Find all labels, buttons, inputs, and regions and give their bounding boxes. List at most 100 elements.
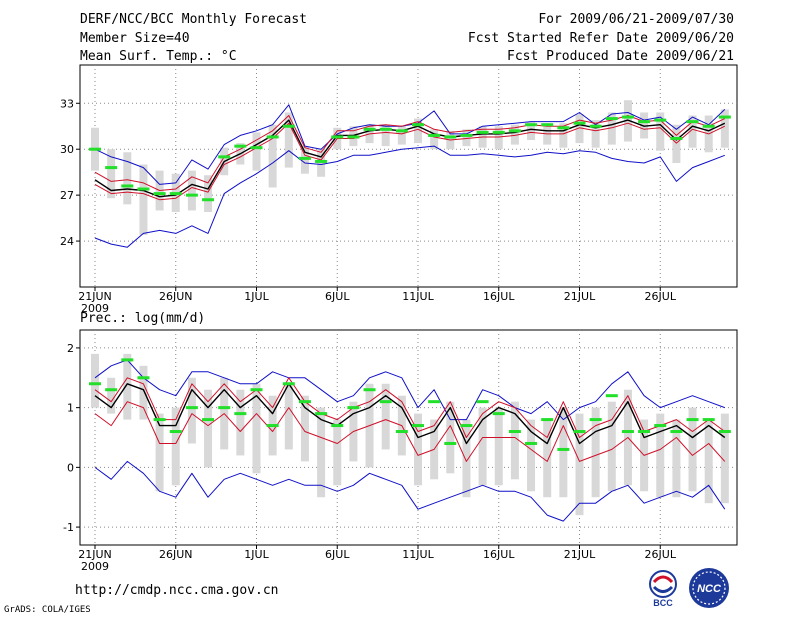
- panel2-ytick-label: 2: [67, 342, 74, 355]
- panel1-obs-mark: [428, 133, 441, 137]
- bcc-logo-text: BCC: [653, 598, 673, 608]
- panel2-obs-mark: [363, 388, 376, 392]
- panel2-spread-box: [672, 419, 681, 498]
- panel2-spread-box: [236, 389, 245, 456]
- panel2-spread-box: [204, 389, 213, 468]
- panel1-spread-box: [527, 121, 536, 141]
- panel1-obs-mark: [444, 135, 457, 139]
- panel2-obs-mark: [557, 447, 570, 451]
- panel1-xtick-label: 6JUL: [325, 290, 350, 303]
- panel2-xtick-label: 26JUN: [159, 548, 193, 561]
- panel1-obs-mark: [621, 115, 634, 119]
- panel1-obs-mark: [363, 127, 376, 131]
- panel2-spread-box: [333, 419, 342, 486]
- panel1-obs-mark: [395, 129, 408, 133]
- panel1-spread-box: [688, 115, 697, 148]
- panel2-obs-mark: [412, 424, 424, 428]
- panel2-obs-mark: [250, 388, 263, 392]
- panel1-obs-mark: [412, 123, 424, 127]
- panel1-xtick-label: 26JUL: [645, 290, 677, 303]
- panel1-obs-mark: [718, 115, 731, 119]
- panel1-spread-box: [607, 112, 616, 145]
- panel2-obs-mark: [298, 400, 311, 404]
- panel1-spread-box: [252, 132, 261, 171]
- panel2-spread-box: [688, 407, 697, 492]
- panel2-line-min: [94, 460, 726, 522]
- panel2-spread-box: [171, 407, 180, 486]
- panel2-obs-mark: [589, 418, 602, 422]
- panel2-obs-mark: [89, 382, 101, 386]
- panel1-obs-mark: [686, 120, 699, 124]
- panel2-ytick-label: 1: [67, 402, 74, 415]
- panel1-obs-mark: [670, 136, 683, 140]
- panel1-spread-box: [591, 120, 600, 148]
- panel2-obs-mark: [444, 441, 457, 445]
- source-url[interactable]: http://cmdp.ncc.cma.gov.cn: [75, 583, 279, 598]
- chart-title: DERF/NCC/BCC Monthly Forecast: [80, 12, 307, 27]
- panel2-obs-mark: [395, 430, 408, 434]
- panel1-obs-mark: [638, 120, 651, 124]
- panel2-xtick-label: 1JUL: [244, 548, 269, 561]
- panel1-spread-box: [268, 124, 277, 188]
- panel1-spread-box: [623, 100, 632, 142]
- member-size: Member Size=40: [80, 31, 190, 46]
- panel1-xtick-sublabel: 2009: [81, 302, 109, 315]
- panel2-spread-box: [720, 413, 729, 504]
- panel1-spread-box: [575, 113, 584, 144]
- panel1-obs-mark: [315, 159, 328, 163]
- panel1-obs-mark: [508, 129, 521, 133]
- forecast-period: For 2009/06/21-2009/07/30: [538, 12, 734, 27]
- panel1-obs-mark: [121, 184, 134, 188]
- panel1-spread-box: [656, 112, 665, 151]
- panel1-spread-box: [284, 112, 293, 168]
- panel2-xtick-label: 11JUL: [402, 548, 434, 561]
- panel2-obs-mark: [508, 430, 521, 434]
- panel2-line-max: [94, 359, 725, 421]
- panel2-spread-box: [559, 407, 568, 498]
- panel2-obs-mark: [573, 430, 586, 434]
- panel2-obs-mark: [654, 424, 667, 428]
- panel1-spread-box: [430, 129, 439, 150]
- panel1-spread-box: [381, 124, 390, 147]
- panel2-spread-box: [155, 413, 164, 492]
- panel2-obs-mark: [379, 400, 392, 404]
- panel1-spread-box: [494, 126, 503, 150]
- panel2-spread-box: [494, 407, 503, 486]
- panel1-obs-mark: [331, 135, 344, 139]
- panel1-xtick-label: 11JUL: [402, 290, 434, 303]
- panel2-obs-mark: [105, 388, 118, 392]
- panel1-obs-mark: [702, 124, 715, 128]
- panel2-obs-mark: [315, 412, 328, 416]
- panel2-obs-mark: [718, 430, 731, 434]
- panel1-ytick-label: 27: [60, 189, 74, 202]
- panel1-obs-mark: [250, 146, 263, 150]
- panel1-obs-mark: [282, 124, 295, 128]
- panel2-obs-mark: [702, 418, 715, 422]
- panel1-obs-mark: [525, 123, 538, 127]
- panel2-obs-mark: [621, 430, 634, 434]
- panel1-spread-box: [672, 124, 681, 163]
- precip-label: Prec.: log(mm/d): [80, 311, 206, 326]
- panel1-ytick-label: 24: [60, 235, 74, 248]
- panel2-spread-box: [446, 401, 455, 474]
- panel1-obs-mark: [605, 117, 618, 121]
- panel2-spread-box: [414, 413, 422, 486]
- panel2-xtick-label: 21JUL: [564, 548, 596, 561]
- panel1-line-upper: [94, 115, 726, 191]
- panel2-obs-mark: [169, 430, 182, 434]
- panel1-line-ensemble-mean: [94, 119, 726, 198]
- panel1-spread-box: [720, 109, 729, 148]
- panel1-ytick-label: 30: [60, 143, 74, 156]
- panel1-xtick-label: 26JUN: [159, 290, 193, 303]
- panel1-obs-mark: [153, 192, 166, 196]
- panel1-obs-mark: [266, 135, 279, 139]
- panel2-spread-box: [607, 401, 616, 492]
- panel2-spread-box: [527, 419, 536, 492]
- panel1-spread-box: [204, 175, 213, 212]
- panel2-spread-box: [187, 377, 196, 444]
- forecast-produced: Fcst Produced Date 2009/06/21: [507, 49, 734, 64]
- panel1-xtick-label: 21JUN: [78, 290, 112, 303]
- panel1-obs-mark: [298, 156, 311, 160]
- panel1-spread-box: [123, 152, 132, 205]
